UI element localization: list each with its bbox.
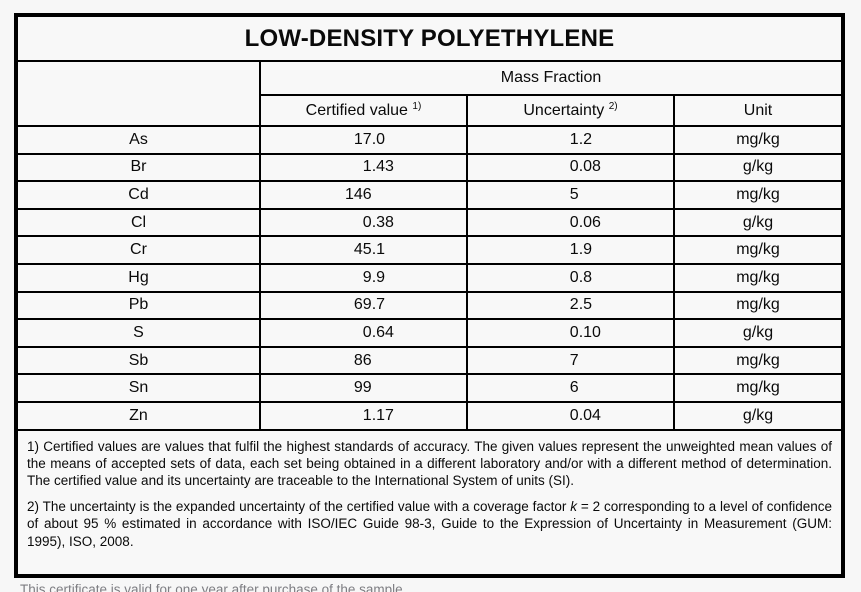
certificate-document: LOW-DENSITY POLYETHYLENE Mass Fraction C…: [14, 13, 845, 578]
unit-cell: mg/kg: [672, 345, 842, 376]
uncertainty-cell: 0.04: [466, 400, 675, 431]
uncertainty-cell: 6: [466, 373, 675, 403]
unit-cell: mg/kg: [672, 235, 842, 265]
certified-value-cell: 0.38: [259, 207, 468, 238]
unit-header: Unit: [672, 94, 842, 127]
mass-fraction-table: Mass Fraction Certified value 1) Uncerta…: [18, 62, 842, 431]
certified-value-header: Certified value 1): [260, 94, 468, 127]
footnote-1-reference: 1): [412, 101, 422, 112]
mass-fraction-header: Mass Fraction: [258, 62, 842, 96]
certified-value-cell: 99: [259, 373, 468, 403]
certified-value-cell: 9.9: [259, 262, 468, 293]
uncertainty-cell: 0.8: [466, 262, 675, 293]
unit-cell: mg/kg: [672, 180, 842, 210]
element-cell: Br: [18, 152, 261, 183]
uncertainty-cell: 7: [466, 345, 675, 376]
footnote-1: 1) Certified values are values that fulf…: [27, 438, 832, 489]
uncertainty-cell: 2.5: [466, 290, 675, 321]
element-cell: Sn: [18, 373, 261, 403]
certified-value-header-label: Certified value: [305, 102, 408, 119]
footnotes-section: 1) Certified values are values that fulf…: [18, 431, 841, 550]
certified-value-cell: 1.17: [259, 400, 468, 431]
column-header-row: Certified value 1) Uncertainty 2) Unit: [18, 94, 842, 127]
certified-value-cell: 1.43: [259, 152, 468, 183]
table-row: Sb 86 7 mg/kg: [18, 345, 842, 376]
element-cell: Pb: [18, 290, 261, 321]
unit-cell: mg/kg: [672, 290, 842, 321]
element-cell: Hg: [18, 262, 261, 293]
unit-cell: mg/kg: [672, 125, 842, 155]
certified-value-cell: 45.1: [259, 235, 468, 265]
coverage-factor-k: k: [570, 498, 578, 514]
document-title: LOW-DENSITY POLYETHYLENE: [18, 17, 841, 62]
element-cell: Sb: [18, 345, 261, 376]
element-cell: Cd: [18, 180, 261, 210]
uncertainty-cell: 1.9: [466, 235, 675, 265]
element-cell: Cl: [18, 207, 261, 238]
table-row: Cd 146 5 mg/kg: [18, 180, 842, 210]
uncertainty-cell: 5: [466, 180, 675, 210]
certified-value-cell: 0.64: [259, 318, 468, 348]
table-row: Hg 9.9 0.8 mg/kg: [18, 262, 842, 293]
unit-cell: g/kg: [672, 207, 842, 238]
certified-value-cell: 86: [259, 345, 468, 376]
element-cell: Cr: [18, 235, 261, 265]
table-row: Zn 1.17 0.04 g/kg: [18, 400, 842, 431]
uncertainty-cell: 1.2: [466, 125, 675, 155]
element-header-empty: [18, 62, 261, 127]
uncertainty-header: Uncertainty 2): [466, 94, 675, 127]
element-cell: Zn: [18, 400, 261, 431]
element-cell: S: [18, 318, 261, 348]
unit-cell: g/kg: [672, 400, 842, 431]
certified-value-cell: 146: [259, 180, 468, 210]
uncertainty-cell: 0.10: [466, 318, 675, 348]
footnote-2-reference: 2): [608, 101, 618, 112]
table-row: Sn 99 6 mg/kg: [18, 373, 842, 403]
uncertainty-cell: 0.06: [466, 207, 675, 238]
certified-value-cell: 69.7: [259, 290, 468, 321]
table-row: Cr 45.1 1.9 mg/kg: [18, 235, 842, 265]
table-row: S 0.64 0.10 g/kg: [18, 318, 842, 348]
footnote-2: 2) The uncertainty is the expanded uncer…: [27, 498, 833, 549]
certified-value-cell: 17.0: [259, 125, 468, 155]
unit-cell: g/kg: [672, 152, 842, 183]
unit-cell: mg/kg: [672, 373, 842, 403]
table-row: Cl 0.38 0.06 g/kg: [18, 207, 842, 238]
unit-cell: g/kg: [672, 318, 842, 348]
table-body: Mass Fraction Certified value 1) Uncerta…: [18, 62, 842, 431]
element-cell: As: [18, 125, 261, 155]
group-header-row: Mass Fraction: [18, 62, 842, 127]
uncertainty-header-label: Uncertainty: [523, 102, 605, 119]
unit-cell: mg/kg: [672, 262, 842, 293]
table-row: Br 1.43 0.08 g/kg: [18, 152, 842, 183]
table-row: Pb 69.7 2.5 mg/kg: [18, 290, 842, 321]
validity-note-clipped: This certificate is valid for one year a…: [20, 582, 407, 592]
table-row: As 17.0 1.2 mg/kg: [18, 125, 842, 155]
uncertainty-cell: 0.08: [466, 152, 675, 183]
